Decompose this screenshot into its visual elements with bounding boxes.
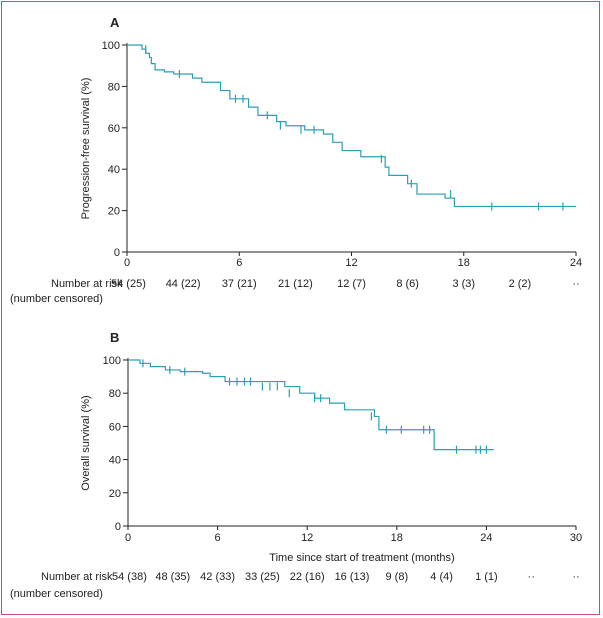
panel-b-risk-value: 48 (35) xyxy=(155,571,190,583)
panel-b-label: B xyxy=(110,330,119,345)
panel-a-y-tick-label: 60 xyxy=(108,123,120,135)
panel-b-x-tick-label: 12 xyxy=(301,532,313,544)
panel-a-risk-value: 21 (12) xyxy=(278,278,313,290)
panel-a-risk-value: 37 (21) xyxy=(222,278,257,290)
panel-b-risk-value: 54 (38) xyxy=(112,571,147,583)
panel-a-risk-value: 54 (25) xyxy=(111,278,146,290)
panel-b-x-tick-label: 30 xyxy=(570,532,582,544)
panel-a-x-tick-label: 18 xyxy=(458,257,470,269)
panel-b-y-tick-label: 60 xyxy=(109,421,121,433)
panel-a-label: A xyxy=(110,15,120,30)
panel-b-x-tick-label: 0 xyxy=(125,532,131,544)
panel-a-series-line xyxy=(127,44,576,208)
panel-b-risk-value: 9 (8) xyxy=(385,571,408,583)
panel-b-y-tick-label: 100 xyxy=(103,355,121,367)
panel-a-risk-value: ·· xyxy=(572,278,579,290)
panel-a-y-tick-label: 40 xyxy=(108,164,120,176)
panel-a-risk-value: 12 (7) xyxy=(337,278,366,290)
panel-a-y-axis-label: Progression-free survival (%) xyxy=(80,78,92,220)
panel-b-risk-value: 4 (4) xyxy=(430,571,453,583)
panel-b-y-axis-label: Overall survival (%) xyxy=(80,395,92,490)
panel-b-y-tick-label: 20 xyxy=(109,488,121,500)
panel-b-risk-value: ·· xyxy=(528,571,535,583)
panel-b-x-tick-label: 6 xyxy=(215,532,221,544)
panel-b-risk-value: 1 (1) xyxy=(475,571,498,583)
panel-b-risk-value: 22 (16) xyxy=(290,571,325,583)
panel-a-risk-value: 8 (6) xyxy=(396,278,419,290)
panel-a-y-tick-label: 0 xyxy=(114,247,120,259)
panel-b-risk-value: 42 (33) xyxy=(200,571,235,583)
panel-b-y-tick-label: 0 xyxy=(115,521,121,533)
panel-a-y-tick-label: 20 xyxy=(108,206,120,218)
panel-a-risk-value: 2 (2) xyxy=(509,278,532,290)
panel-b-y-tick-label: 80 xyxy=(109,388,121,400)
panel-b-x-axis-label: Time since start of treatment (months) xyxy=(269,552,454,564)
panel-a-risk-value: 44 (22) xyxy=(166,278,201,290)
panel-b-risk-value: 33 (25) xyxy=(245,571,280,583)
panel-b-series-line xyxy=(128,359,494,451)
panel-b-risk-label-censored: (number censored) xyxy=(10,588,103,600)
panel-a-y-tick-label: 100 xyxy=(102,40,120,52)
panel-b-risk-value: 16 (13) xyxy=(335,571,370,583)
panel-b-x-tick-label: 24 xyxy=(480,532,492,544)
panel-a-x-tick-label: 0 xyxy=(124,257,130,269)
panel-a-x-tick-label: 24 xyxy=(570,257,582,269)
panel-a-risk-label-censored: (number censored) xyxy=(10,293,103,305)
panel-a-x-tick-label: 12 xyxy=(345,257,357,269)
panel-b-risk-value: ·· xyxy=(572,571,579,583)
panel-b-risk-label: Number at risk xyxy=(41,571,113,583)
panel-a-risk-value: 3 (3) xyxy=(452,278,475,290)
panel-b-y-tick-label: 40 xyxy=(109,455,121,467)
panel-a-x-tick-label: 6 xyxy=(236,257,242,269)
panel-b-x-tick-label: 18 xyxy=(391,532,403,544)
panel-a-risk-label: Number at risk xyxy=(51,278,123,290)
panel-a-y-tick-label: 80 xyxy=(108,81,120,93)
